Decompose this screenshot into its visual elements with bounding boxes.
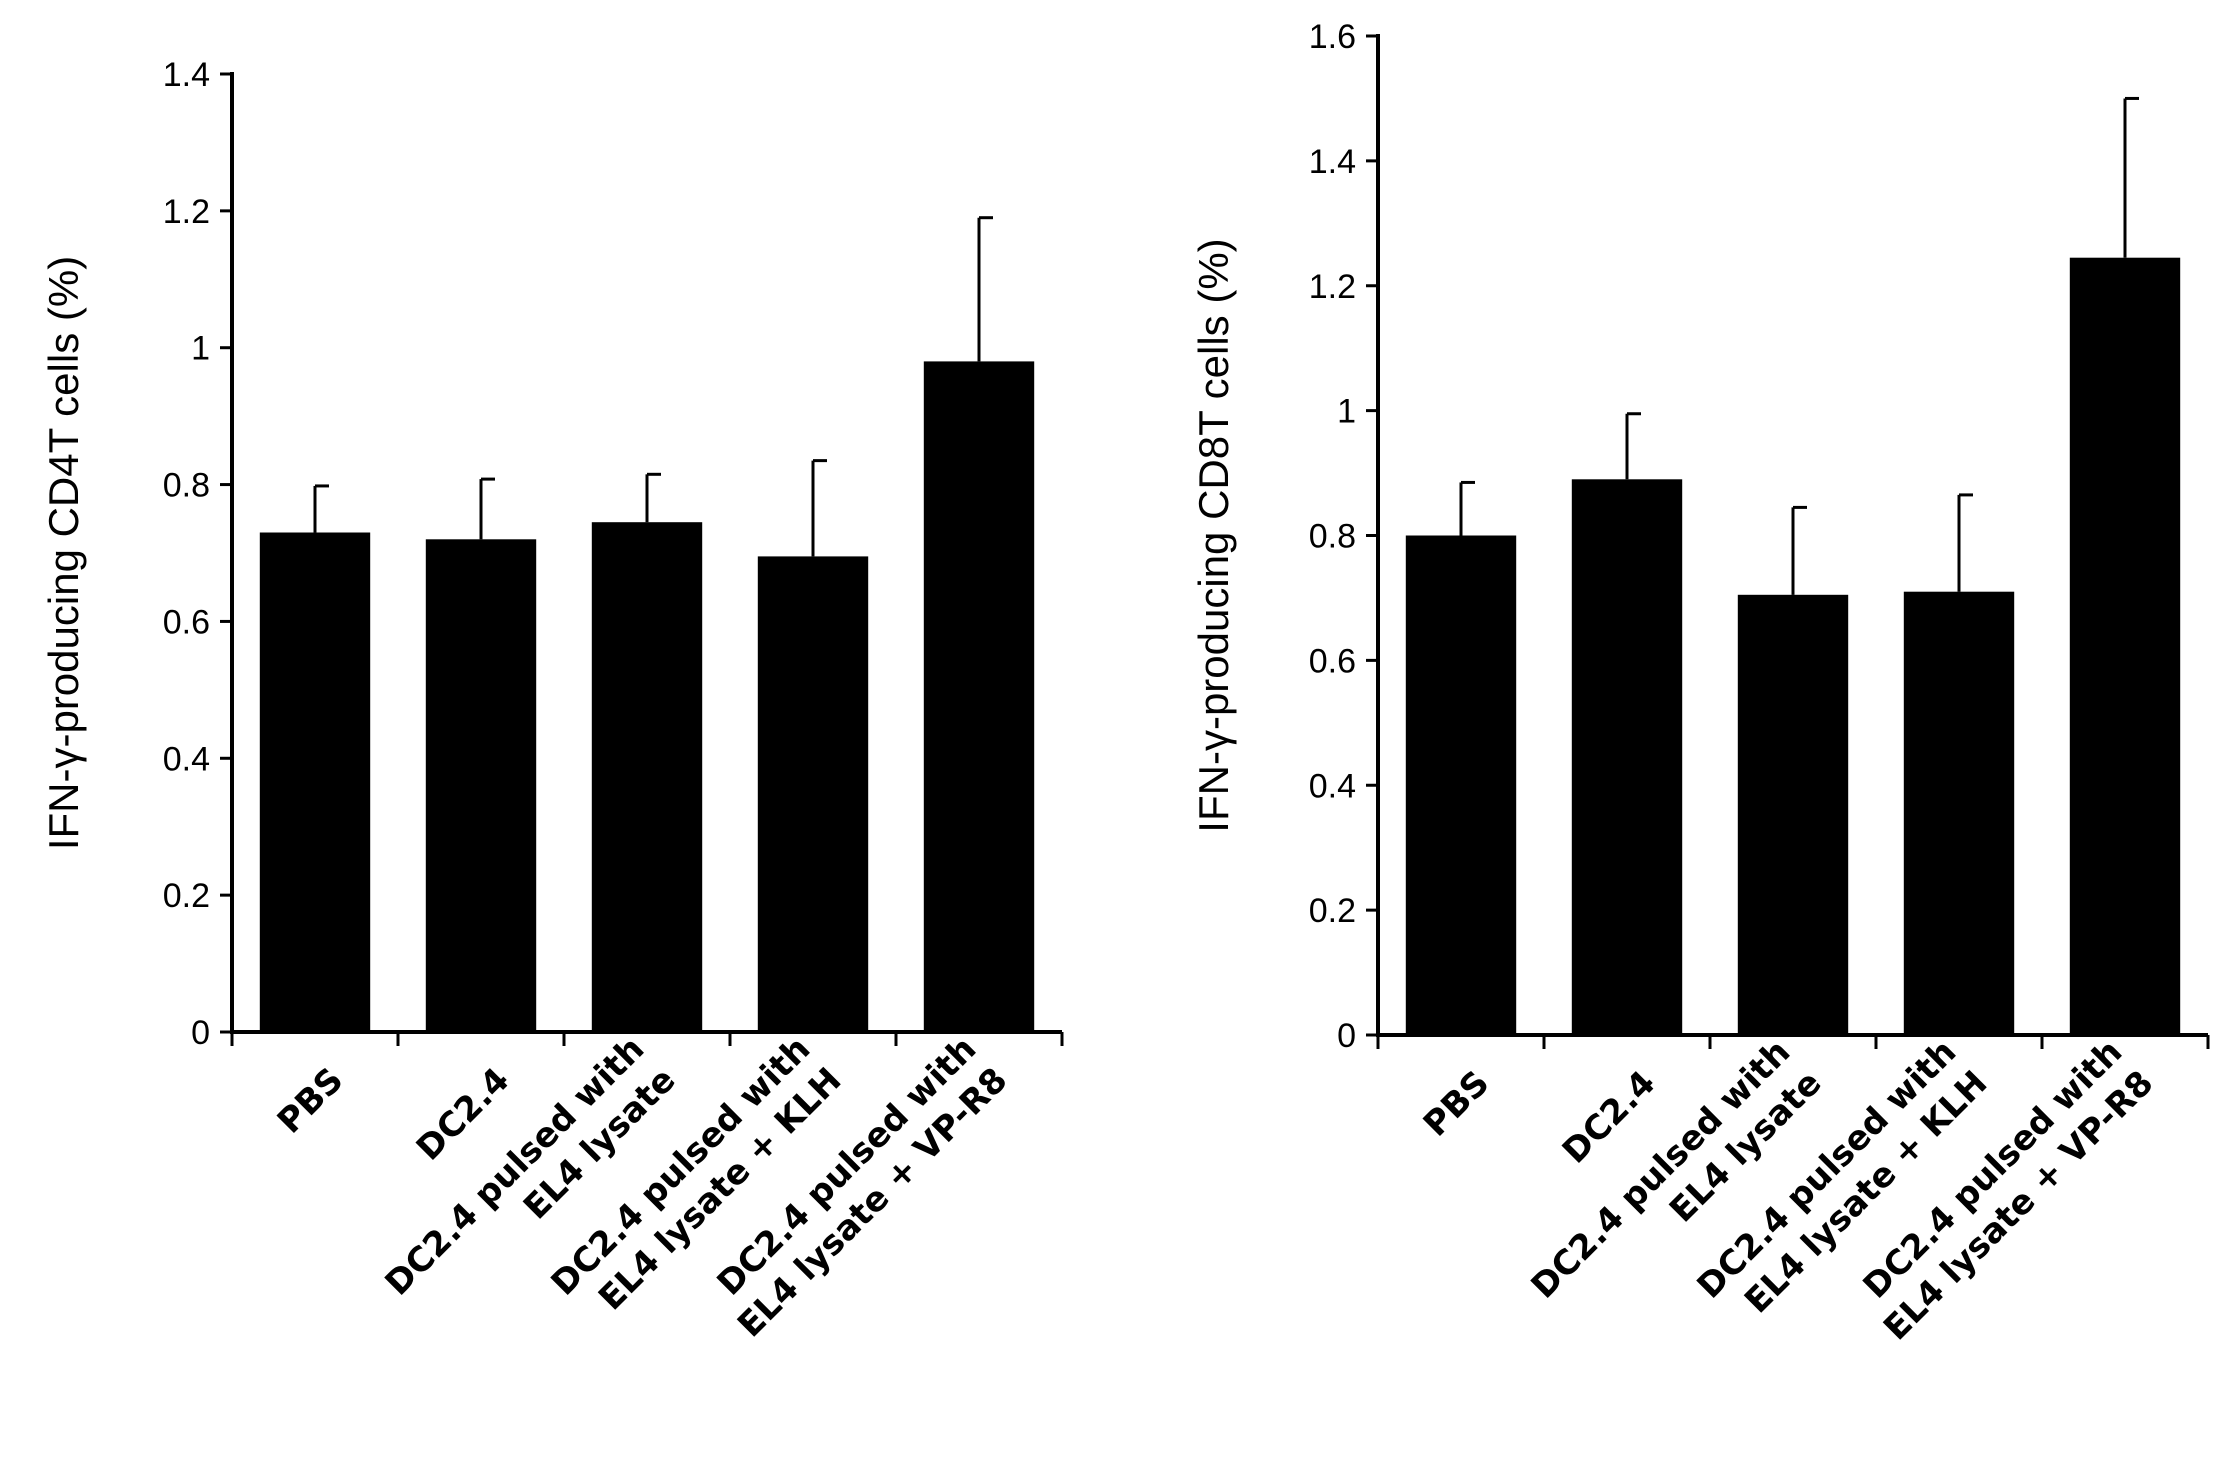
bar-1 [1571,479,1683,1035]
y-tick-label-4: 0.8 [163,467,210,505]
x-category-label-0: PBS [1416,1063,1498,1145]
y-tick-label-1: 0.2 [163,877,210,915]
y-tick-label-2: 0.4 [1309,767,1356,805]
y-axis-title: IFN-γ-producing CD4T cells (%) [40,256,87,850]
x-category-label-line: PBS [270,1060,352,1142]
y-tick-label-1: 0.2 [1309,892,1356,930]
y-tick-label-5: 1 [1337,393,1356,431]
y-tick-label-3: 0.6 [1309,642,1356,680]
y-tick-label-2: 0.4 [163,740,210,778]
bar-0 [1405,535,1517,1035]
y-tick-label-8: 1.6 [1309,18,1356,56]
bar-4 [2069,257,2181,1035]
y-tick-label-4: 0.8 [1309,518,1356,556]
y-tick-label-3: 0.6 [163,603,210,641]
bar-1 [425,539,537,1032]
y-tick-label-0: 0 [191,1014,210,1052]
x-category-label-line: EL4 lysate + VP-R8 [730,1060,1015,1345]
y-axis-title: IFN-γ-producing CD8T cells (%) [1190,238,1237,832]
y-tick-label-7: 1.4 [163,56,210,94]
x-category-label-line: PBS [1416,1063,1498,1145]
x-category-label-0: PBS [270,1060,352,1142]
bar-3 [1903,591,2015,1035]
bar-2 [1737,594,1849,1035]
bar-2 [591,522,703,1032]
bar-3 [757,556,869,1032]
y-tick-label-6: 1.2 [1309,268,1356,306]
y-tick-label-0: 0 [1337,1017,1356,1055]
x-category-label-line: EL4 lysate + VP-R8 [1876,1063,2161,1348]
y-tick-label-6: 1.2 [163,193,210,231]
y-tick-label-7: 1.4 [1309,143,1356,181]
y-tick-label-5: 1 [191,330,210,368]
bar-0 [259,532,371,1032]
bar-4 [923,361,1035,1032]
